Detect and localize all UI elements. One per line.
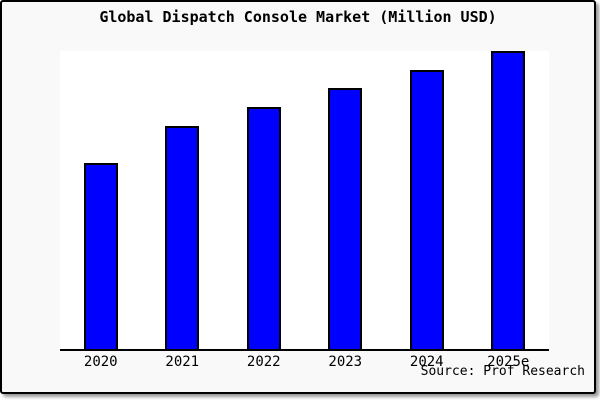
x-tick-label-2021: 2021 xyxy=(165,354,200,370)
bar-slot-2024 xyxy=(386,51,468,349)
bar-2023 xyxy=(328,88,363,349)
x-tick-label-2023: 2023 xyxy=(328,354,363,370)
bar-slot-2020 xyxy=(60,51,142,349)
chart-frame: Global Dispatch Console Market (Million … xyxy=(0,0,596,394)
x-tick-label-2025e: 2025e xyxy=(487,354,530,370)
x-tick-label-2020: 2020 xyxy=(83,354,118,370)
bar-2020 xyxy=(83,162,118,349)
bar-slot-2022 xyxy=(223,51,305,349)
bar-2024 xyxy=(409,69,444,349)
bar-2025e xyxy=(491,51,526,349)
bar-slot-2021 xyxy=(142,51,224,349)
x-tick-label-2022: 2022 xyxy=(246,354,281,370)
bar-2022 xyxy=(246,106,281,349)
source-credit: Source: Prof Research xyxy=(420,364,585,379)
x-axis-labels: 2020 2021 2022 2023 2024 2025e xyxy=(60,354,549,370)
bar-slot-2023 xyxy=(305,51,387,349)
plot-area xyxy=(60,51,549,351)
bar-slot-2025e xyxy=(468,51,550,349)
chart-title: Global Dispatch Console Market (Million … xyxy=(99,8,497,26)
x-tick-label-2024: 2024 xyxy=(409,354,444,370)
bar-2021 xyxy=(165,125,200,349)
